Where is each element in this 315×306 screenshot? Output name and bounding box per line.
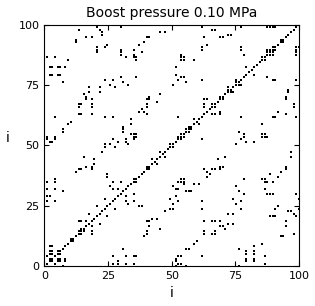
Title: Boost pressure 0.10 MPa: Boost pressure 0.10 MPa xyxy=(86,6,257,20)
X-axis label: i: i xyxy=(170,286,174,300)
Y-axis label: i: i xyxy=(6,132,9,145)
